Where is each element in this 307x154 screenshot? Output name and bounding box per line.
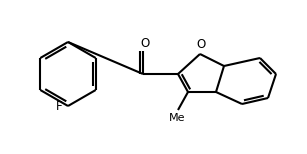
Text: F: F [55, 99, 62, 113]
Text: O: O [140, 37, 150, 50]
Text: Me: Me [169, 113, 185, 123]
Text: O: O [196, 38, 206, 51]
